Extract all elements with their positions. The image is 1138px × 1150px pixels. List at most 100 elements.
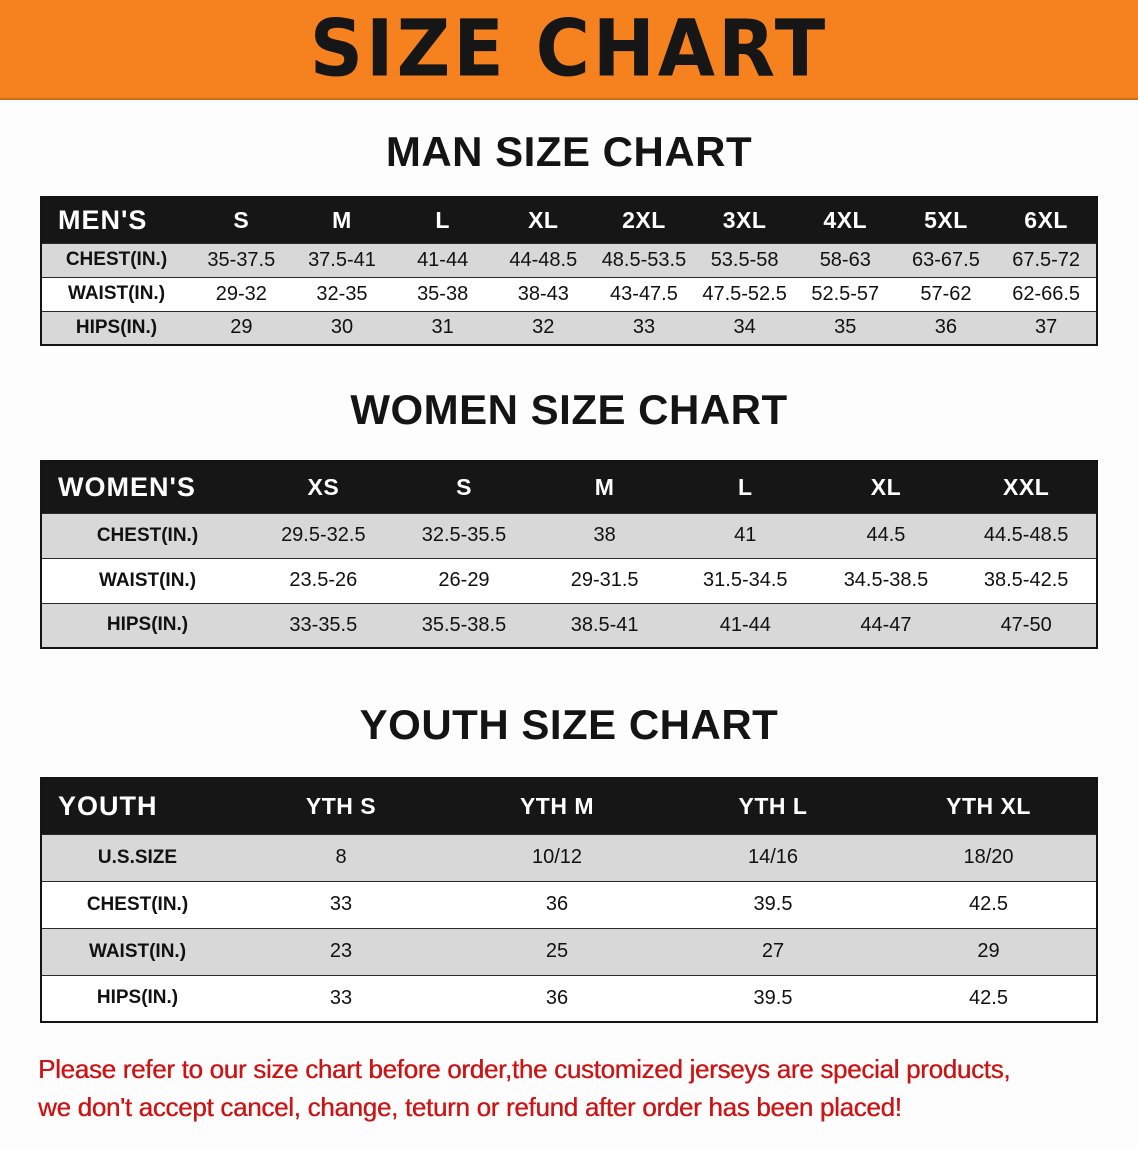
value-cell: 29.5-32.5 [281, 524, 366, 546]
value-cell: 33-35.5 [289, 613, 358, 636]
table-row: HIPS(IN.) 33 36 39.5 42.5 [41, 975, 1097, 1022]
value-cell: 38.5-41 [570, 613, 639, 636]
row-label-cell: HIPS(IN.) [75, 316, 158, 338]
size-header-cell: 6XL [1024, 206, 1068, 233]
value-cell: 44.5 [866, 524, 906, 546]
value-cell: 41-44 [417, 248, 469, 271]
value-cell: 32-35 [316, 282, 368, 305]
size-header-cell: M [332, 206, 352, 233]
table-title-cell: MEN'S [58, 204, 148, 235]
value-cell: 47.5-52.5 [702, 282, 787, 305]
value-cell: 43-47.5 [610, 282, 678, 305]
banner: SIZE CHART [0, 0, 1138, 100]
value-cell: 8 [335, 846, 347, 868]
value-cell: 32.5-35.5 [421, 524, 507, 546]
table-title-cell: YOUTH [58, 790, 158, 821]
value-cell: 67.5-72 [1012, 248, 1081, 271]
row-label-cell: HIPS(IN.) [106, 614, 189, 636]
size-header-cell: 2XL [622, 206, 666, 233]
value-cell: 33 [329, 986, 353, 1009]
value-cell: 27 [761, 940, 785, 962]
table-row: HIPS(IN.) 33-35.5 35.5-38.5 38.5-41 41-44 44-… [41, 603, 1097, 648]
value-cell: 35.5-38.5 [421, 613, 507, 636]
men-section: MAN SIZE CHART MEN'S S M L XL 2XL 3XL 4XL 5XL 6XL… [0, 128, 1138, 346]
value-cell: 30 [330, 316, 354, 339]
table-row: CHEST(IN.) 29.5-32.5 32.5-35.5 38 41 44.5 44.5… [41, 513, 1097, 558]
size-header-cell: 3XL [722, 206, 767, 233]
value-cell: 42.5 [969, 893, 1008, 915]
table-row: CHEST(IN.) 33 36 39.5 42.5 [41, 881, 1097, 928]
value-cell: 31 [431, 316, 454, 339]
value-cell: 48.5-53.5 [601, 248, 687, 271]
value-cell: 35 [834, 316, 857, 339]
table-title-cell: WOMEN'S [58, 471, 196, 502]
value-cell: 57-62 [920, 282, 972, 305]
size-header-cell: L [738, 473, 753, 500]
value-cell: 29-32 [215, 282, 267, 305]
men-section-heading: MAN SIZE CHART [385, 128, 753, 175]
value-cell: 33 [632, 316, 656, 339]
women-size-table: WOMEN'S XS S M L XL XXL CHEST(IN.) 29.5-32.5 32.5… [40, 460, 1098, 649]
size-header-cell: XS [307, 473, 340, 500]
women-section-heading: WOMEN SIZE CHART [350, 386, 788, 433]
value-cell: 36 [545, 986, 569, 1009]
value-cell: 34 [733, 316, 756, 339]
disclaimer-line-1: Please refer to our size chart before or… [38, 1054, 1011, 1084]
youth-section: YOUTH SIZE CHART YOUTH YTH S YTH M YTH L YTH… [0, 701, 1138, 1023]
men-size-table: MEN'S S M L XL 2XL 3XL 4XL 5XL 6XL CHEST(IN.) 35-37… [40, 196, 1098, 346]
value-cell: 62-66.5 [1012, 282, 1081, 305]
table-row: WAIST(IN.) 23.5-26 26-29 29-31.5 31.5-34.5 34… [41, 558, 1097, 603]
banner-title: SIZE CHART [309, 3, 829, 95]
table-row: HIPS(IN.) 29 30 31 32 33 34 35 36 37 [41, 311, 1097, 345]
header-row: YOUTH YTH S YTH M YTH L YTH XL [41, 778, 1097, 834]
size-header-cell: L [435, 206, 450, 233]
youth-size-table: YOUTH YTH S YTH M YTH L YTH XL U.S.SIZE 8 10/12… [40, 777, 1098, 1023]
value-cell: 58-63 [819, 248, 871, 271]
value-cell: 26-29 [438, 569, 490, 591]
value-cell: 44-47 [860, 613, 912, 636]
size-header-cell: YTH XL [946, 792, 1031, 819]
value-cell: 39.5 [753, 893, 793, 915]
value-cell: 38-43 [517, 282, 569, 305]
header-row: WOMEN'S XS S M L XL XXL [41, 461, 1097, 513]
size-header-cell: YTH M [519, 792, 595, 819]
header-row: MEN'S S M L XL 2XL 3XL 4XL 5XL 6XL [41, 197, 1097, 243]
size-header-cell: YTH S [305, 792, 377, 819]
row-label-cell: WAIST(IN.) [67, 283, 166, 304]
value-cell: 23.5-26 [289, 569, 358, 591]
value-cell: 36 [545, 893, 569, 915]
value-cell: 34.5-38.5 [843, 569, 929, 591]
value-cell: 47-50 [1000, 613, 1052, 636]
value-cell: 29 [977, 940, 1000, 962]
row-label-cell: CHEST(IN.) [65, 249, 168, 270]
value-cell: 41-44 [719, 613, 771, 636]
women-section: WOMEN SIZE CHART WOMEN'S XS S M L XL XXL CHEST(… [0, 386, 1138, 649]
value-cell: 38 [593, 524, 616, 546]
value-cell: 31.5-34.5 [703, 569, 788, 591]
disclaimer-line-2: we don't accept cancel, change, teturn o… [38, 1091, 902, 1122]
value-cell: 37.5-41 [308, 248, 376, 271]
size-header-cell: S [233, 206, 250, 233]
value-cell: 29 [230, 316, 253, 339]
value-cell: 23 [329, 940, 353, 962]
row-label-cell: WAIST(IN.) [98, 569, 197, 591]
value-cell: 25 [545, 940, 569, 962]
value-cell: 35-37.5 [207, 248, 276, 271]
value-cell: 35-38 [417, 282, 469, 305]
table-row: U.S.SIZE 8 10/12 14/16 18/20 [41, 834, 1097, 881]
row-label-cell: CHEST(IN.) [86, 893, 189, 915]
value-cell: 29-31.5 [570, 569, 639, 591]
value-cell: 39.5 [753, 986, 793, 1009]
size-header-cell: XXL [1003, 473, 1050, 500]
size-header-cell: YTH L [738, 792, 808, 819]
row-label-cell: CHEST(IN.) [96, 524, 199, 546]
table-row: CHEST(IN.) 35-37.5 37.5-41 41-44 44-48.5 48.5… [41, 243, 1097, 277]
value-cell: 32 [532, 316, 555, 339]
value-cell: 42.5 [969, 986, 1008, 1009]
value-cell: 33 [329, 893, 353, 915]
size-header-cell: S [456, 473, 472, 500]
size-header-cell: 4XL [823, 206, 868, 233]
value-cell: 36 [934, 316, 958, 339]
value-cell: 52.5-57 [811, 282, 880, 305]
row-label-cell: U.S.SIZE [97, 846, 178, 868]
